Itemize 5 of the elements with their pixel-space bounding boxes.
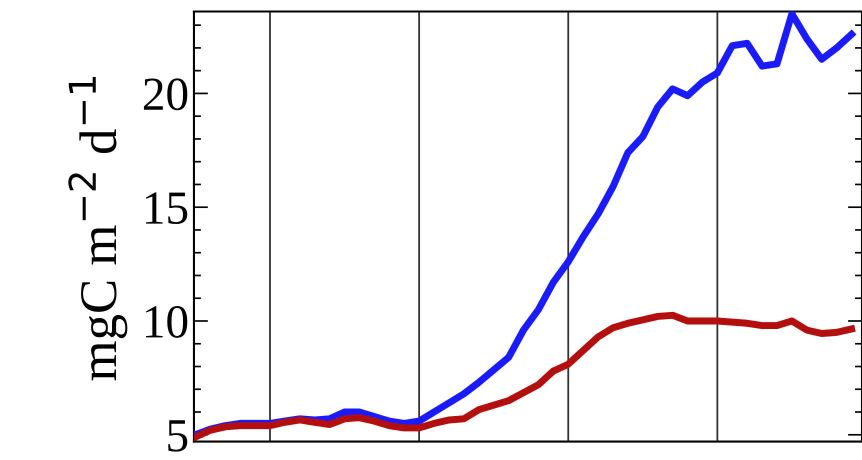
- y-tick-label: 10: [146, 306, 188, 338]
- y-tick-label: 15: [146, 192, 188, 224]
- y-axis-title: mgC m$^{−2}$ d$^{−1}$: [68, 77, 128, 380]
- y-tick-label: 20: [144, 78, 188, 110]
- y-tick-label: 5: [168, 420, 188, 452]
